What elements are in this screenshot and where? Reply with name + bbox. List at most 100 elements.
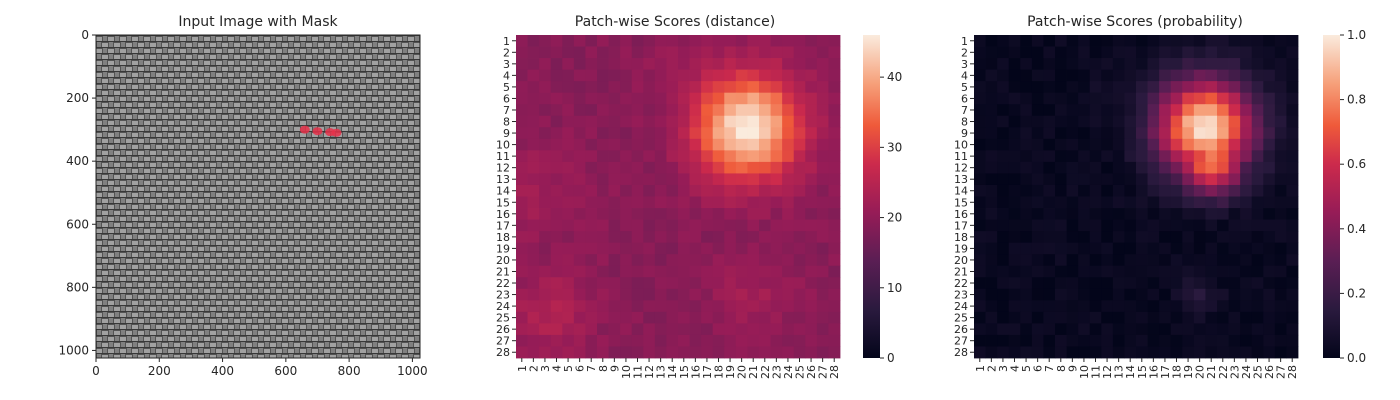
heatmap-cell: [1101, 208, 1114, 220]
y-tick-label: 26: [954, 323, 968, 336]
heatmap-cell: [1043, 219, 1056, 232]
x-tick-label: 21: [1205, 365, 1218, 379]
heatmap-cell: [678, 265, 690, 278]
heatmap-cell: [1217, 231, 1229, 244]
heatmap-cell: [654, 277, 667, 290]
heatmap-cell: [793, 92, 806, 105]
heatmap-cell: [516, 254, 528, 267]
heatmap-cell: [643, 81, 656, 94]
heatmap-cell: [782, 242, 795, 255]
heatmap-cell: [1020, 208, 1033, 220]
heatmap-cell: [527, 242, 540, 255]
x-tick-label: 1: [516, 365, 529, 372]
heatmap-cell: [1251, 138, 1264, 151]
heatmap-cell: [585, 92, 598, 105]
heatmap-cell: [1182, 81, 1195, 94]
heatmap-cell: [1089, 265, 1102, 278]
heatmap-cell: [1217, 184, 1229, 197]
heatmap-cell: [997, 300, 1010, 313]
heatmap-cell: [516, 346, 528, 359]
heatmap-cell: [527, 92, 540, 105]
heatmap-cell: [1182, 265, 1195, 278]
heatmap-cell: [620, 58, 633, 71]
x-tick-label: 10: [620, 365, 633, 379]
heatmap-cell: [539, 184, 552, 197]
heatmap-cell: [816, 58, 829, 71]
heatmap-cell: [539, 92, 552, 105]
heatmap-cell: [1182, 104, 1195, 117]
heatmap-cell: [1020, 242, 1033, 255]
heatmap-cell: [689, 46, 702, 59]
heatmap-cell: [1286, 300, 1299, 313]
x-tick-label: 28: [828, 365, 841, 379]
heatmap-cell: [608, 196, 621, 209]
heatmap-cell: [631, 184, 644, 197]
heatmap-cell: [1147, 104, 1160, 117]
heatmap-cell: [1228, 277, 1241, 290]
heatmap-cell: [793, 127, 806, 140]
colorbar-tick-label: 0.8: [1347, 93, 1366, 107]
heatmap-cell: [770, 300, 783, 313]
heatmap-cell: [1263, 104, 1276, 117]
heatmap-cell: [724, 196, 737, 209]
heatmap-cell: [985, 208, 998, 220]
heatmap-cell: [643, 184, 656, 197]
heatmap-cell: [985, 150, 998, 163]
heatmap-cell: [1078, 69, 1091, 82]
heatmap-cell: [1240, 173, 1253, 186]
y-tick-label: 600: [66, 217, 89, 231]
heatmap-cell: [1020, 196, 1033, 209]
heatmap-cell: [747, 196, 760, 209]
heatmap-cell: [643, 219, 656, 232]
heatmap-cell: [516, 81, 528, 94]
heatmap-cell: [666, 69, 679, 82]
heatmap-cell: [759, 161, 771, 174]
heatmap-cell: [666, 311, 679, 324]
colorbar-probability: [1323, 35, 1340, 358]
heatmap-cell: [1055, 311, 1067, 324]
heatmap-cell: [1182, 196, 1195, 209]
heatmap-cell: [974, 311, 986, 324]
heatmap-cell: [1112, 311, 1125, 324]
heatmap-cell: [1124, 254, 1137, 267]
heatmap-cell: [1101, 92, 1114, 105]
heatmap-cell: [1089, 161, 1102, 174]
heatmap-cell: [1251, 277, 1264, 290]
heatmap-cell: [782, 81, 795, 94]
x-tick-label: 8: [1055, 365, 1068, 372]
heatmap-cell: [1159, 288, 1172, 301]
heatmap-cell: [550, 184, 563, 197]
heatmap-cell: [1008, 300, 1021, 313]
heatmap-cell: [1159, 81, 1172, 94]
heatmap-cell: [1124, 104, 1137, 117]
heatmap-cell: [1182, 46, 1195, 59]
heatmap-cell: [1228, 346, 1241, 359]
heatmap-cell: [1240, 219, 1253, 232]
heatmap-cell: [631, 58, 644, 71]
heatmap-cell: [1112, 81, 1125, 94]
heatmap-cell: [997, 92, 1010, 105]
heatmap-cell: [643, 300, 656, 313]
heatmap-cell: [1286, 254, 1299, 267]
heatmap-cell: [747, 334, 760, 347]
heatmap-cell: [585, 138, 598, 151]
heatmap-cell: [1159, 58, 1172, 71]
heatmap-cell: [1031, 265, 1044, 278]
heatmap-cell: [724, 323, 737, 336]
heatmap-cell: [782, 219, 795, 232]
heatmap-cell: [701, 104, 714, 117]
heatmap-cell: [1124, 92, 1137, 105]
heatmap-cell: [1193, 300, 1206, 313]
heatmap-cell: [974, 196, 986, 209]
heatmap-cell: [573, 300, 586, 313]
heatmap-cell: [585, 323, 598, 336]
heatmap-cell: [1055, 265, 1067, 278]
heatmap-cell: [1240, 81, 1253, 94]
heatmap-cell: [805, 35, 818, 47]
heatmap-cell: [701, 58, 714, 71]
y-tick-label: 20: [496, 254, 510, 267]
heatmap-cell: [539, 58, 552, 71]
heatmap-cell: [1240, 161, 1253, 174]
heatmap-cell: [1182, 35, 1195, 47]
heatmap-cell: [735, 138, 748, 151]
